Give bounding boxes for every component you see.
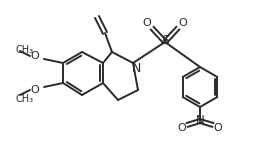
Text: CH₃: CH₃ — [15, 94, 33, 104]
Text: CH₃: CH₃ — [15, 45, 33, 55]
Text: N: N — [131, 62, 141, 75]
Text: O: O — [214, 123, 222, 133]
Text: O: O — [143, 18, 151, 28]
Text: O: O — [31, 85, 39, 95]
Text: N: N — [196, 114, 204, 127]
Text: O: O — [179, 18, 187, 28]
Text: O: O — [178, 123, 186, 133]
Text: O: O — [31, 51, 39, 61]
Text: S: S — [161, 35, 169, 48]
